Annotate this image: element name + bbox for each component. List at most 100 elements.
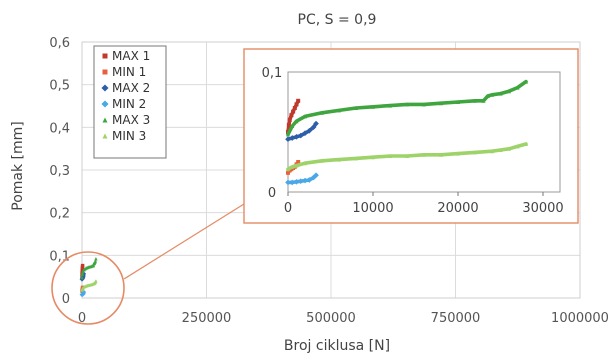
inset-data-point bbox=[456, 100, 460, 104]
inset-data-point bbox=[289, 179, 296, 186]
inset-data-point bbox=[289, 135, 296, 141]
legend-marker bbox=[102, 117, 108, 123]
data-point bbox=[93, 259, 98, 263]
x-tick-label: 1000000 bbox=[551, 311, 609, 326]
inset-data-point bbox=[296, 160, 301, 164]
inset-data-point bbox=[473, 98, 477, 103]
inset-data-point bbox=[354, 106, 358, 110]
inset-y-tick-label: 0 bbox=[268, 186, 276, 201]
inset-data-point bbox=[286, 167, 290, 172]
inset-data-point bbox=[405, 154, 409, 158]
inset-series-4 bbox=[285, 172, 319, 186]
data-point bbox=[94, 257, 98, 261]
inset-data-point bbox=[507, 146, 511, 151]
inset-data-point bbox=[286, 170, 290, 175]
data-point bbox=[80, 272, 84, 277]
inset-data-point bbox=[422, 152, 426, 157]
legend-item: MAX 3 bbox=[102, 113, 150, 127]
legend-label: MIN 2 bbox=[112, 97, 146, 111]
inset-data-point bbox=[422, 102, 426, 107]
data-point bbox=[94, 279, 98, 283]
inset-data-point bbox=[285, 179, 291, 186]
zoom-circle bbox=[51, 251, 125, 325]
inset-data-point bbox=[515, 85, 520, 90]
main-points bbox=[79, 257, 98, 297]
x-axis-label: Broj ciklusa [N] bbox=[284, 338, 390, 354]
y-tick-label: 0 bbox=[62, 292, 70, 307]
y-tick-label: 0,1 bbox=[49, 249, 70, 264]
data-point bbox=[80, 271, 85, 275]
inset-data-point bbox=[302, 130, 308, 137]
inset-data-point bbox=[490, 92, 494, 97]
x-tick-label: 750000 bbox=[431, 311, 481, 326]
legend-item: MAX 1 bbox=[102, 49, 150, 63]
series-5 bbox=[80, 257, 98, 280]
inset-data-point bbox=[306, 127, 313, 134]
legend-marker bbox=[102, 69, 108, 75]
legend: MAX 1 MIN 1 MAX 2 MIN 2 MAX 3 MIN 3 bbox=[93, 45, 167, 159]
data-point bbox=[80, 275, 84, 280]
zoom-connector bbox=[123, 203, 245, 280]
inset-data-point bbox=[297, 132, 304, 139]
inset-data-point bbox=[294, 119, 299, 124]
inset-data-point bbox=[289, 113, 294, 118]
inset-data-point bbox=[354, 156, 358, 161]
inset-data-point bbox=[287, 118, 292, 122]
legend-marker bbox=[102, 53, 108, 59]
x-tick-label: 0 bbox=[78, 311, 86, 326]
inset-data-point bbox=[498, 91, 503, 96]
inset-data-point bbox=[292, 106, 297, 110]
legend-label: MIN 3 bbox=[112, 129, 146, 143]
legend-marker bbox=[102, 133, 108, 139]
inset-series-5 bbox=[286, 79, 528, 137]
legend-label: MAX 2 bbox=[112, 81, 150, 95]
inset-data-point bbox=[286, 122, 291, 127]
inset-y-tick-label: 0,1 bbox=[262, 66, 283, 81]
x-tick-label: 250000 bbox=[182, 311, 232, 326]
inset-data-point bbox=[293, 133, 300, 140]
inset-data-point bbox=[515, 144, 520, 149]
inset-data-point bbox=[337, 108, 341, 113]
y-axis-label: Pomak [mm] bbox=[10, 121, 26, 210]
series-6 bbox=[80, 279, 98, 292]
legend-item: MIN 3 bbox=[102, 129, 146, 143]
inset-data-point bbox=[320, 110, 324, 115]
inset-data-point bbox=[294, 102, 299, 107]
inset-series-6 bbox=[286, 142, 528, 172]
inset-data-point bbox=[490, 149, 494, 154]
inset-x-tick-label: 20000 bbox=[437, 201, 478, 216]
y-tick-label: 0,2 bbox=[49, 207, 70, 222]
inset-data-point bbox=[507, 89, 511, 94]
inset-x-tick-label: 0 bbox=[284, 201, 292, 216]
inset-data-point bbox=[286, 132, 290, 137]
y-tick-label: 0,5 bbox=[49, 79, 70, 94]
data-point bbox=[80, 263, 85, 268]
inset-data-point bbox=[294, 163, 299, 168]
data-point bbox=[91, 263, 96, 268]
y-tick-label: 0,6 bbox=[49, 36, 70, 51]
inset-data-point bbox=[306, 177, 313, 183]
inset-x-tick-label: 30000 bbox=[522, 201, 563, 216]
inset-data-point bbox=[371, 104, 375, 109]
inset-data-point bbox=[290, 164, 295, 169]
inset-data-point bbox=[485, 94, 490, 98]
legend-marker bbox=[101, 100, 109, 108]
inset-data-point bbox=[291, 109, 296, 114]
inset-data-point bbox=[303, 161, 307, 166]
inset-data-point bbox=[313, 172, 319, 179]
inset-data-point bbox=[285, 136, 291, 143]
legend-item: MAX 2 bbox=[101, 81, 150, 95]
inset-data-point bbox=[310, 124, 317, 131]
inset-data-point bbox=[293, 178, 300, 185]
inset-data-point bbox=[296, 98, 301, 103]
inset-data-point bbox=[371, 155, 375, 160]
main-axes: 0 0,1 0,2 0,3 0,4 0,5 0,6 0 250000 500000 750000 10… bbox=[49, 36, 609, 326]
legend-label: MIN 1 bbox=[112, 65, 146, 79]
inset-data-point bbox=[388, 154, 392, 158]
inset-data-point bbox=[456, 151, 460, 156]
inset-plot: 0 0,1 0 10000 20000 30000 bbox=[262, 66, 564, 216]
inset-data-point bbox=[290, 124, 295, 128]
plot-border bbox=[81, 41, 581, 299]
inset-series-3 bbox=[285, 120, 319, 143]
inset-data-point bbox=[320, 158, 324, 163]
